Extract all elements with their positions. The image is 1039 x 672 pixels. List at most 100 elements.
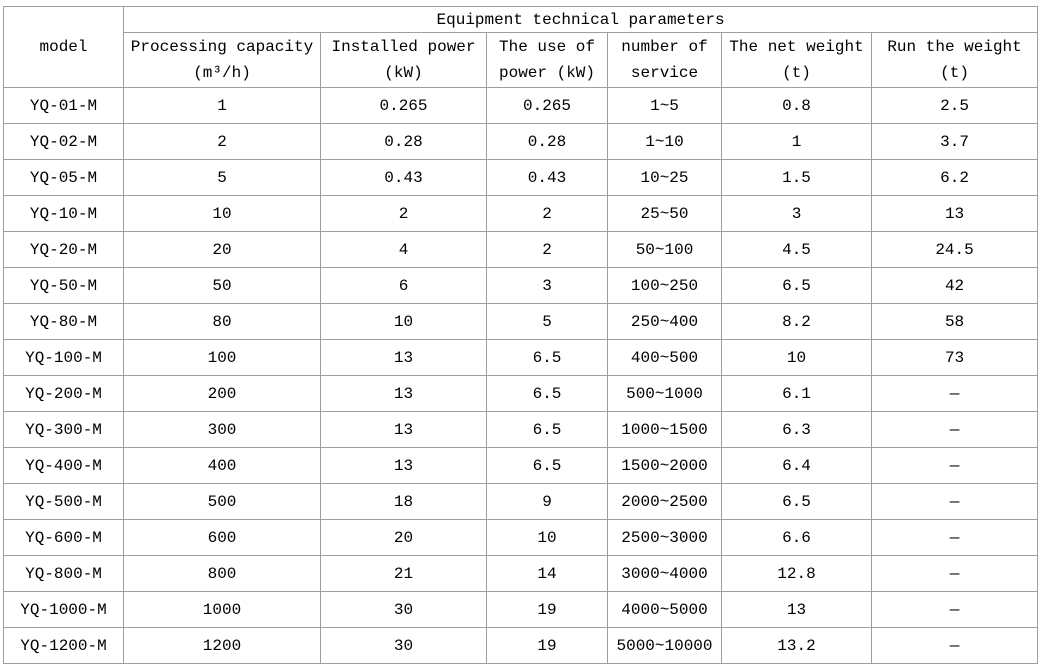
cell-installed-power: 30 [320,591,487,628]
cell-model: YQ-01-M [3,87,124,124]
cell-use-power: 6.5 [486,375,608,412]
header-net-weight-line2: (t) [782,64,811,82]
cell-net-weight: 6.3 [721,411,872,448]
cell-use-power: 9 [486,483,608,520]
cell-installed-power: 10 [320,303,487,340]
cell-service: 25~50 [607,195,722,232]
cell-capacity: 2 [123,123,321,160]
cell-use-power: 19 [486,627,608,664]
cell-run-weight: — [870,591,1039,628]
cell-capacity: 20 [123,231,321,268]
table-header-row-top: model Equipment technical parameters [3,6,1039,88]
cell-use-power: 6.5 [486,447,608,484]
cell-net-weight: 1 [721,123,872,160]
table-row: YQ-1200-M 1200 30 19 5000~10000 13.2 — [3,627,1039,664]
cell-use-power: 10 [486,519,608,556]
cell-capacity: 300 [123,411,321,448]
cell-capacity: 500 [123,483,321,520]
header-installed-power-line2: (kW) [384,64,423,82]
cell-model: YQ-1200-M [3,627,124,664]
cell-installed-power: 13 [320,339,487,376]
cell-installed-power: 0.28 [320,123,487,160]
header-model: model [3,6,124,88]
table-row: YQ-10-M 10 2 2 25~50 3 13 [3,195,1039,232]
cell-use-power: 19 [486,591,608,628]
cell-capacity: 1 [123,87,321,124]
cell-installed-power: 13 [320,447,487,484]
header-processing-capacity-line2: (m³/h) [193,64,251,82]
cell-net-weight: 10 [721,339,872,376]
cell-model: YQ-800-M [3,555,124,592]
cell-model: YQ-20-M [3,231,124,268]
header-processing-capacity: Processing capacity (m³/h) [123,32,321,88]
table-row: YQ-20-M 20 4 2 50~100 4.5 24.5 [3,231,1039,268]
cell-net-weight: 6.6 [721,519,872,556]
cell-run-weight: 42 [870,267,1039,304]
cell-capacity: 50 [123,267,321,304]
table-row: YQ-400-M 400 13 6.5 1500~2000 6.4 — [3,447,1039,484]
cell-model: YQ-1000-M [3,591,124,628]
cell-model: YQ-50-M [3,267,124,304]
cell-run-weight: 13 [870,195,1039,232]
cell-model: YQ-100-M [3,339,124,376]
cell-model: YQ-400-M [3,447,124,484]
header-number-of-service-line2: service [630,64,699,82]
cell-run-weight: — [870,483,1039,520]
cell-net-weight: 1.5 [721,159,872,196]
cell-net-weight: 6.5 [721,267,872,304]
header-processing-capacity-line1: Processing capacity [130,38,314,56]
cell-service: 1000~1500 [607,411,722,448]
cell-use-power: 0.43 [486,159,608,196]
cell-run-weight: — [870,411,1039,448]
cell-installed-power: 4 [320,231,487,268]
cell-use-power: 6.5 [486,339,608,376]
cell-use-power: 3 [486,267,608,304]
cell-net-weight: 0.8 [721,87,872,124]
cell-installed-power: 2 [320,195,487,232]
table-row: YQ-02-M 2 0.28 0.28 1~10 1 3.7 [3,123,1039,160]
cell-service: 4000~5000 [607,591,722,628]
cell-run-weight: — [870,375,1039,412]
cell-capacity: 600 [123,519,321,556]
header-net-weight: The net weight (t) [721,32,872,88]
table-row: YQ-01-M 1 0.265 0.265 1~5 0.8 2.5 [3,87,1039,124]
table-row: YQ-300-M 300 13 6.5 1000~1500 6.3 — [3,411,1039,448]
cell-use-power: 14 [486,555,608,592]
cell-capacity: 800 [123,555,321,592]
cell-net-weight: 3 [721,195,872,232]
cell-service: 2500~3000 [607,519,722,556]
cell-run-weight: 58 [870,303,1039,340]
cell-net-weight: 8.2 [721,303,872,340]
cell-net-weight: 13.2 [721,627,872,664]
header-installed-power: Installed power (kW) [320,32,487,88]
cell-capacity: 400 [123,447,321,484]
cell-service: 10~25 [607,159,722,196]
cell-installed-power: 0.43 [320,159,487,196]
header-run-weight-line2: (t) [940,64,969,82]
cell-run-weight: 3.7 [870,123,1039,160]
cell-capacity: 100 [123,339,321,376]
cell-net-weight: 13 [721,591,872,628]
cell-net-weight: 4.5 [721,231,872,268]
cell-run-weight: 73 [870,339,1039,376]
cell-model: YQ-05-M [3,159,124,196]
cell-net-weight: 6.1 [721,375,872,412]
cell-net-weight: 6.5 [721,483,872,520]
cell-run-weight: — [870,627,1039,664]
cell-capacity: 80 [123,303,321,340]
table-row: YQ-50-M 50 6 3 100~250 6.5 42 [3,267,1039,304]
table-header-row-columns: Processing capacity (m³/h) Installed pow… [4,32,1039,88]
cell-service: 500~1000 [607,375,722,412]
table-row: YQ-200-M 200 13 6.5 500~1000 6.1 — [3,375,1039,412]
cell-service: 250~400 [607,303,722,340]
cell-use-power: 5 [486,303,608,340]
cell-installed-power: 0.265 [320,87,487,124]
cell-use-power: 0.28 [486,123,608,160]
table-row: YQ-1000-M 1000 30 19 4000~5000 13 — [3,591,1039,628]
cell-capacity: 10 [123,195,321,232]
cell-service: 50~100 [607,231,722,268]
cell-use-power: 6.5 [486,411,608,448]
header-run-weight: Run the weight (t) [870,32,1039,88]
table-row: YQ-05-M 5 0.43 0.43 10~25 1.5 6.2 [3,159,1039,196]
